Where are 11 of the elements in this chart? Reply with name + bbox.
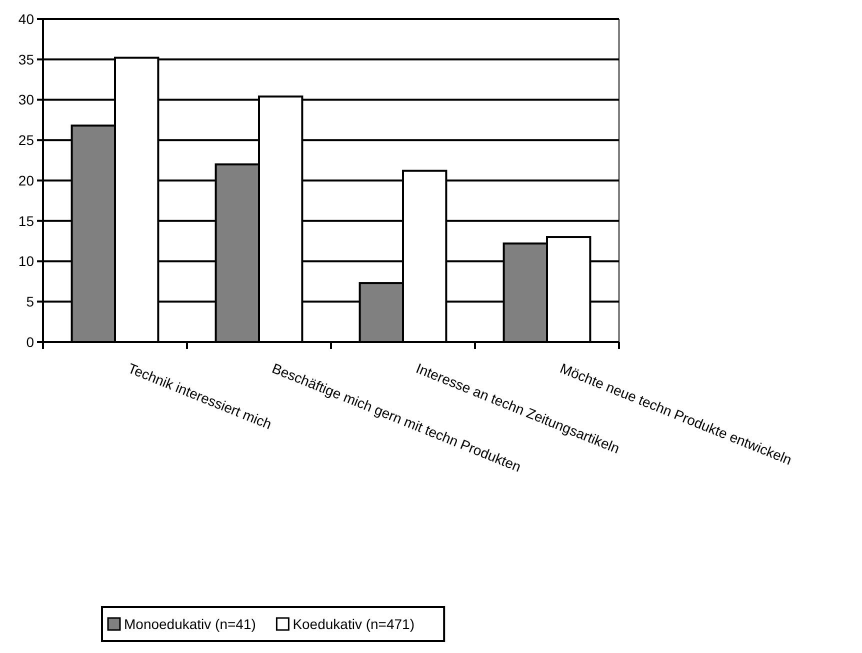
- y-tick-label: 15: [18, 212, 34, 229]
- y-tick-label: 30: [18, 92, 34, 108]
- y-tick-label: 35: [18, 51, 34, 68]
- y-tick-label: 40: [18, 10, 34, 27]
- legend-label: Monoedukativ (n=41): [124, 616, 256, 632]
- legend-label: Koedukativ (n=471): [292, 616, 415, 632]
- y-tick-label: 0: [26, 334, 34, 350]
- y-tick-label: 5: [26, 294, 34, 310]
- y-tick-label: 20: [18, 172, 34, 188]
- y-tick-label: 25: [18, 132, 34, 148]
- y-tick-label: 10: [18, 253, 34, 270]
